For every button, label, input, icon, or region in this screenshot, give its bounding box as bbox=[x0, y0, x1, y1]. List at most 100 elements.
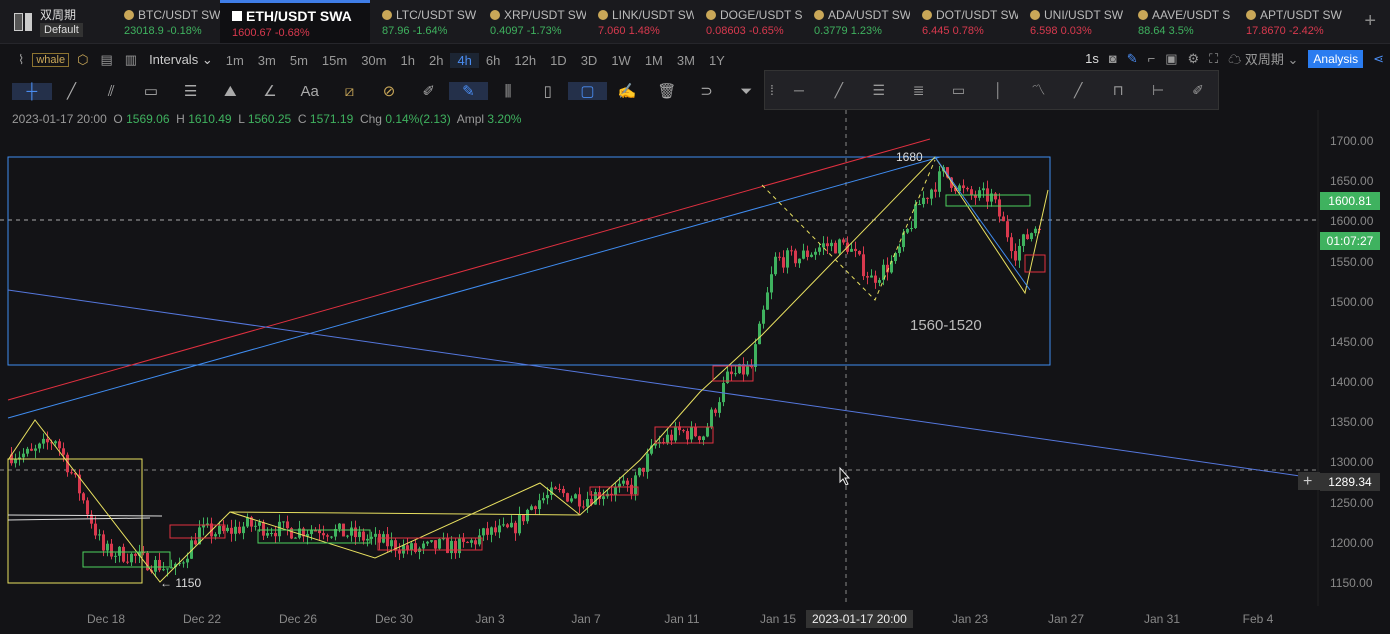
candle-body bbox=[130, 553, 133, 563]
candle-body bbox=[626, 480, 629, 485]
red-zone bbox=[377, 537, 483, 551]
camera-icon[interactable]: ◙ bbox=[1108, 51, 1117, 66]
magnet-tool-icon[interactable]: ⊘ bbox=[382, 83, 396, 100]
interval-5m[interactable]: 5m bbox=[289, 52, 308, 68]
intervals-dropdown[interactable]: Intervals ⌄ bbox=[149, 52, 213, 67]
interval-3D[interactable]: 3D bbox=[580, 52, 598, 68]
crosshair-tool-icon[interactable]: ┼ bbox=[12, 82, 52, 100]
interval-1Y[interactable]: 1Y bbox=[708, 52, 725, 68]
hide-drawings-icon[interactable]: ▢ bbox=[567, 82, 608, 100]
layout-switcher[interactable]: 双周期 Default bbox=[0, 0, 112, 43]
calendar-icon[interactable]: ▤ bbox=[100, 52, 113, 67]
chart-type-icon[interactable]: ⌇ bbox=[18, 52, 25, 67]
interval-2h[interactable]: 2h bbox=[428, 52, 444, 68]
edit-icon[interactable]: ✍ bbox=[617, 83, 637, 100]
layout-grid-icon[interactable]: ▥ bbox=[124, 52, 138, 67]
symbol-tab[interactable]: BTC/USDT SW 23018.9 -0.18% bbox=[112, 0, 220, 43]
candle-body bbox=[354, 527, 357, 538]
interval-12h[interactable]: 12h bbox=[514, 52, 537, 68]
x-tick: Dec 26 bbox=[278, 612, 318, 626]
interval-1m[interactable]: 1m bbox=[225, 52, 244, 68]
ruler-icon[interactable]: ✐ bbox=[1192, 81, 1204, 98]
candle-body bbox=[962, 185, 965, 189]
coin-icon bbox=[706, 10, 716, 20]
candle-body bbox=[254, 525, 257, 527]
add-tab-icon[interactable]: + bbox=[1364, 10, 1376, 32]
interval-1D[interactable]: 1D bbox=[550, 52, 567, 68]
tab-price: 17.8670 bbox=[1246, 25, 1286, 37]
pencil-icon[interactable]: ✎ bbox=[1126, 50, 1138, 66]
alert-icon[interactable]: ⬡ bbox=[77, 52, 89, 67]
candle-body bbox=[938, 171, 941, 192]
template-dropdown[interactable]: ☁ 双周期 ⌄ bbox=[1228, 52, 1299, 67]
replay-icon[interactable]: ⌐ bbox=[1147, 51, 1156, 66]
interval-3M[interactable]: 3M bbox=[676, 52, 695, 68]
candle-body bbox=[918, 204, 921, 206]
fan-tool-icon[interactable]: ≣ bbox=[912, 81, 925, 98]
fullscreen-icon[interactable]: ⛶ bbox=[1209, 50, 1219, 66]
symbol-tab[interactable]: ADA/USDT SW 0.3779 1.23% bbox=[802, 0, 910, 43]
pattern-tool-icon[interactable]: ⛰ bbox=[223, 82, 237, 100]
wave-tool-icon[interactable]: 〽 bbox=[1031, 82, 1046, 98]
candle-body bbox=[450, 540, 453, 554]
symbol-tab[interactable]: AAVE/USDT S 88.64 3.5% bbox=[1126, 0, 1234, 43]
fib-tool-icon[interactable]: ☰ bbox=[183, 83, 198, 100]
indicator-badge[interactable]: whale bbox=[32, 53, 70, 67]
symbol-tab[interactable]: DOGE/USDT S 0.08603 -0.65% bbox=[694, 0, 802, 43]
drag-handle-icon[interactable]: ⁞ bbox=[770, 82, 774, 98]
interval-1M[interactable]: 1M bbox=[644, 52, 663, 68]
draw-mode-icon[interactable]: ✎ bbox=[448, 82, 489, 100]
data-window-icon[interactable]: ▣ bbox=[1165, 50, 1178, 66]
angle-tool-icon[interactable]: ∠ bbox=[263, 83, 277, 100]
app-name: 双周期 bbox=[40, 8, 77, 22]
symbol-tab[interactable]: DOT/USDT SW 6.445 0.78% bbox=[910, 0, 1018, 43]
trash-icon[interactable]: 🗑 bbox=[657, 83, 677, 100]
symbol-tab[interactable]: APT/USDT SW 17.8670 -2.42% bbox=[1234, 0, 1342, 43]
date-range-icon[interactable]: ⊢ bbox=[1151, 81, 1165, 98]
measure-tool-icon[interactable]: ⧄ bbox=[344, 82, 355, 100]
layout-name: Default bbox=[40, 23, 83, 37]
share-icon[interactable]: ⋖ bbox=[1373, 50, 1384, 66]
tab-price: 87.96 bbox=[382, 25, 410, 37]
candle-body bbox=[706, 426, 709, 437]
segment-tool-icon[interactable]: ╱ bbox=[1074, 81, 1083, 98]
refresh-rate[interactable]: 1s bbox=[1085, 51, 1099, 66]
trendline-tool-icon[interactable]: ╱ bbox=[67, 83, 77, 100]
symbol-tab[interactable]: LINK/USDT SW 7.060 1.48% bbox=[586, 0, 694, 43]
interval-1h[interactable]: 1h bbox=[400, 52, 415, 68]
price-range-icon[interactable]: ⊓ bbox=[1112, 81, 1124, 98]
candle-body bbox=[842, 239, 845, 243]
interval-30m[interactable]: 30m bbox=[361, 52, 387, 68]
interval-15m[interactable]: 15m bbox=[321, 52, 348, 68]
channel-tool-icon[interactable]: ⫽ bbox=[107, 82, 115, 100]
parallel-tool-icon[interactable]: ☰ bbox=[872, 81, 886, 98]
ray-tool-icon[interactable]: ╱ bbox=[834, 81, 844, 98]
symbol-tab[interactable]: ETH/USDT SWA 1600.67 -0.68% bbox=[220, 0, 370, 43]
link-icon[interactable]: ⊃ bbox=[700, 83, 713, 100]
text-tool-icon[interactable]: Aa bbox=[300, 82, 319, 100]
candle-body bbox=[434, 540, 437, 549]
interval-3m[interactable]: 3m bbox=[257, 52, 276, 68]
interval-4h[interactable]: 4h bbox=[450, 52, 479, 68]
settings-icon[interactable]: ⚙ bbox=[1187, 50, 1200, 66]
y-tick: 1150.00 bbox=[1330, 575, 1373, 590]
price-axis[interactable]: 1700.00 1650.00 1600.00 1550.00 1500.00 1450.… bbox=[1324, 110, 1380, 610]
symbol-tab[interactable]: XRP/USDT SW 0.4097 -1.73% bbox=[478, 0, 586, 43]
vline-tool-icon[interactable]: │ bbox=[994, 82, 1003, 98]
candle-body bbox=[286, 521, 289, 529]
filter-icon[interactable]: ⏷ bbox=[740, 82, 753, 100]
tab-symbol: ADA/USDT SW bbox=[828, 8, 910, 22]
interval-6h[interactable]: 6h bbox=[485, 52, 501, 68]
hline-tool-icon[interactable]: ─ bbox=[793, 82, 804, 98]
box-tool-icon[interactable]: ▭ bbox=[951, 81, 966, 98]
symbol-tab[interactable]: LTC/USDT SW 87.96 -1.64% bbox=[370, 0, 478, 43]
lock-icon[interactable]: ▯ bbox=[543, 83, 552, 100]
candle-body bbox=[518, 514, 521, 534]
candles-icon[interactable]: ⫼ bbox=[504, 82, 512, 100]
ruler-tool-icon[interactable]: ✐ bbox=[422, 83, 435, 100]
interval-1W[interactable]: 1W bbox=[611, 52, 631, 68]
analysis-button[interactable]: Analysis bbox=[1308, 49, 1364, 68]
symbol-tab[interactable]: UNI/USDT SW 6.598 0.03% bbox=[1018, 0, 1126, 43]
rectangle-tool-icon[interactable]: ▭ bbox=[143, 83, 158, 100]
